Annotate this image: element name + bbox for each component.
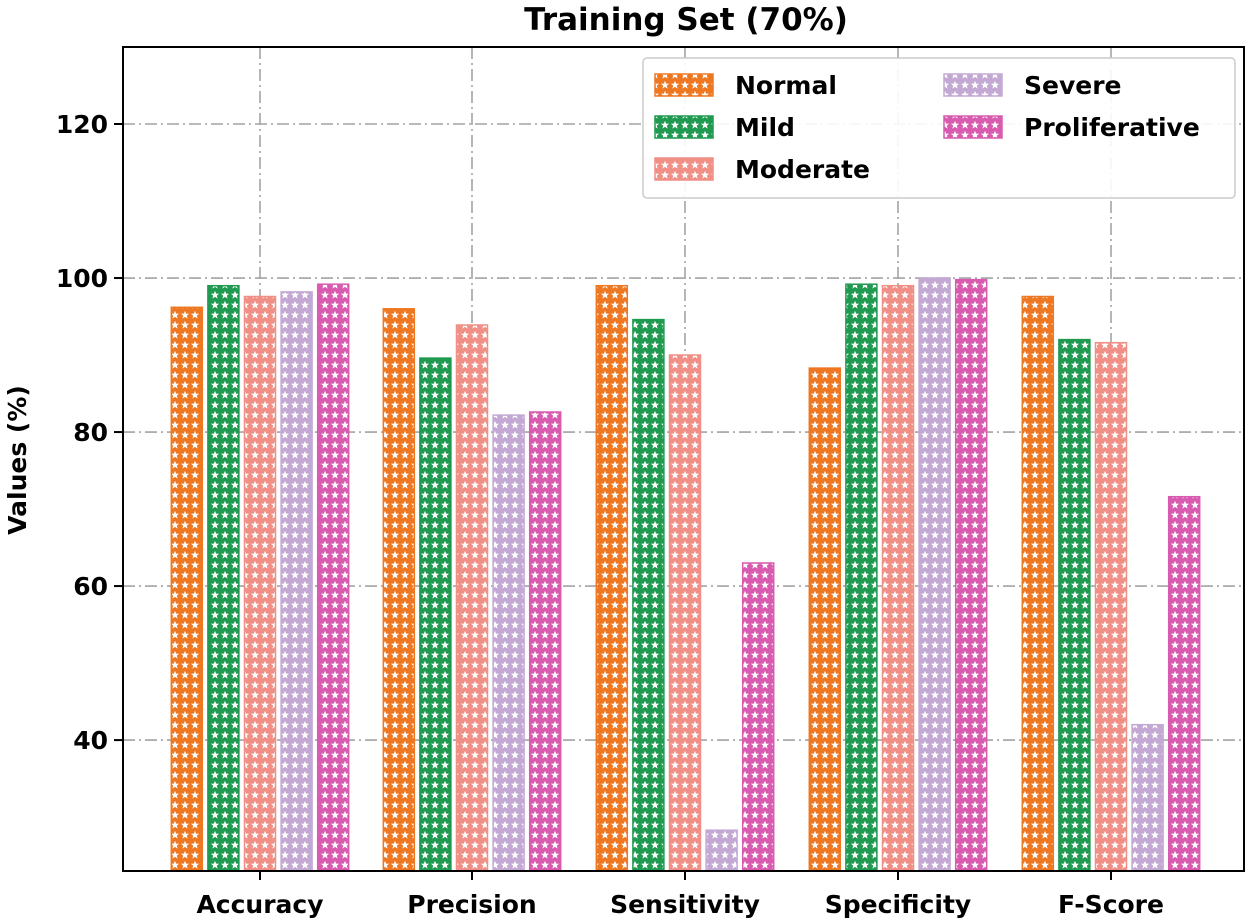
bar-proliferative-f-score <box>1167 495 1201 872</box>
plot-frame <box>122 46 1245 872</box>
bar-moderate-sensitivity <box>668 354 702 872</box>
bar-severe-f-score <box>1131 723 1164 872</box>
x-tick-label: Accuracy <box>196 890 323 919</box>
y-tick-label: 60 <box>73 572 108 601</box>
bar-moderate-accuracy <box>243 295 277 872</box>
bar-normal-precision <box>382 308 416 872</box>
y-axis-label: Values (%) <box>3 385 32 535</box>
legend-label-severe: Severe <box>1024 71 1122 100</box>
legend-label-normal: Normal <box>735 71 837 100</box>
x-tick-label: Precision <box>407 890 536 919</box>
bar-proliferative-accuracy <box>316 283 350 872</box>
bar-mild-f-score <box>1058 338 1091 872</box>
y-tick-label: 40 <box>73 726 108 755</box>
legend-swatch-normal <box>654 73 714 97</box>
bar-moderate-f-score <box>1094 341 1128 872</box>
bar-normal-accuracy <box>170 306 204 872</box>
x-tick-label: Sensitivity <box>610 890 760 919</box>
bar-moderate-precision <box>455 324 489 872</box>
legend-label-mild: Mild <box>735 113 795 142</box>
x-tick-label: Specificity <box>825 890 971 919</box>
bar-proliferative-specificity <box>954 278 988 872</box>
bar-proliferative-precision <box>528 411 562 872</box>
bar-moderate-specificity <box>881 284 915 872</box>
y-tick-label: 80 <box>73 418 108 447</box>
bar-severe-sensitivity <box>705 829 738 872</box>
bar-proliferative-sensitivity <box>741 562 775 872</box>
y-tick-label: 100 <box>56 264 108 293</box>
legend: Normal Mild Moderate Severe Proliferative <box>642 57 1236 199</box>
bar-normal-f-score <box>1021 295 1055 872</box>
bar-normal-specificity <box>808 367 842 872</box>
bar-mild-sensitivity <box>632 318 665 872</box>
legend-swatch-proliferative <box>943 115 1003 139</box>
bar-severe-precision <box>492 414 525 872</box>
bar-mild-precision <box>419 357 452 872</box>
legend-swatch-moderate <box>654 157 714 181</box>
x-tick-label: F-Score <box>1058 890 1164 919</box>
y-tick-label: 120 <box>56 110 108 139</box>
legend-label-proliferative: Proliferative <box>1024 113 1200 142</box>
axis-ticks: 40 60 80 100 120 Accuracy Precision Sensitivity… <box>56 110 1164 919</box>
bar-severe-specificity <box>918 277 951 872</box>
bar-mild-accuracy <box>207 284 240 872</box>
legend-box <box>642 57 1236 199</box>
legend-swatch-mild <box>654 115 714 139</box>
bar-normal-sensitivity <box>595 284 629 872</box>
bar-severe-accuracy <box>280 291 313 872</box>
legend-label-moderate: Moderate <box>735 155 870 184</box>
bars <box>170 277 1201 872</box>
chart-title: Training Set (70%) <box>524 2 848 38</box>
bar-mild-specificity <box>845 283 878 872</box>
legend-swatch-severe <box>943 73 1003 97</box>
